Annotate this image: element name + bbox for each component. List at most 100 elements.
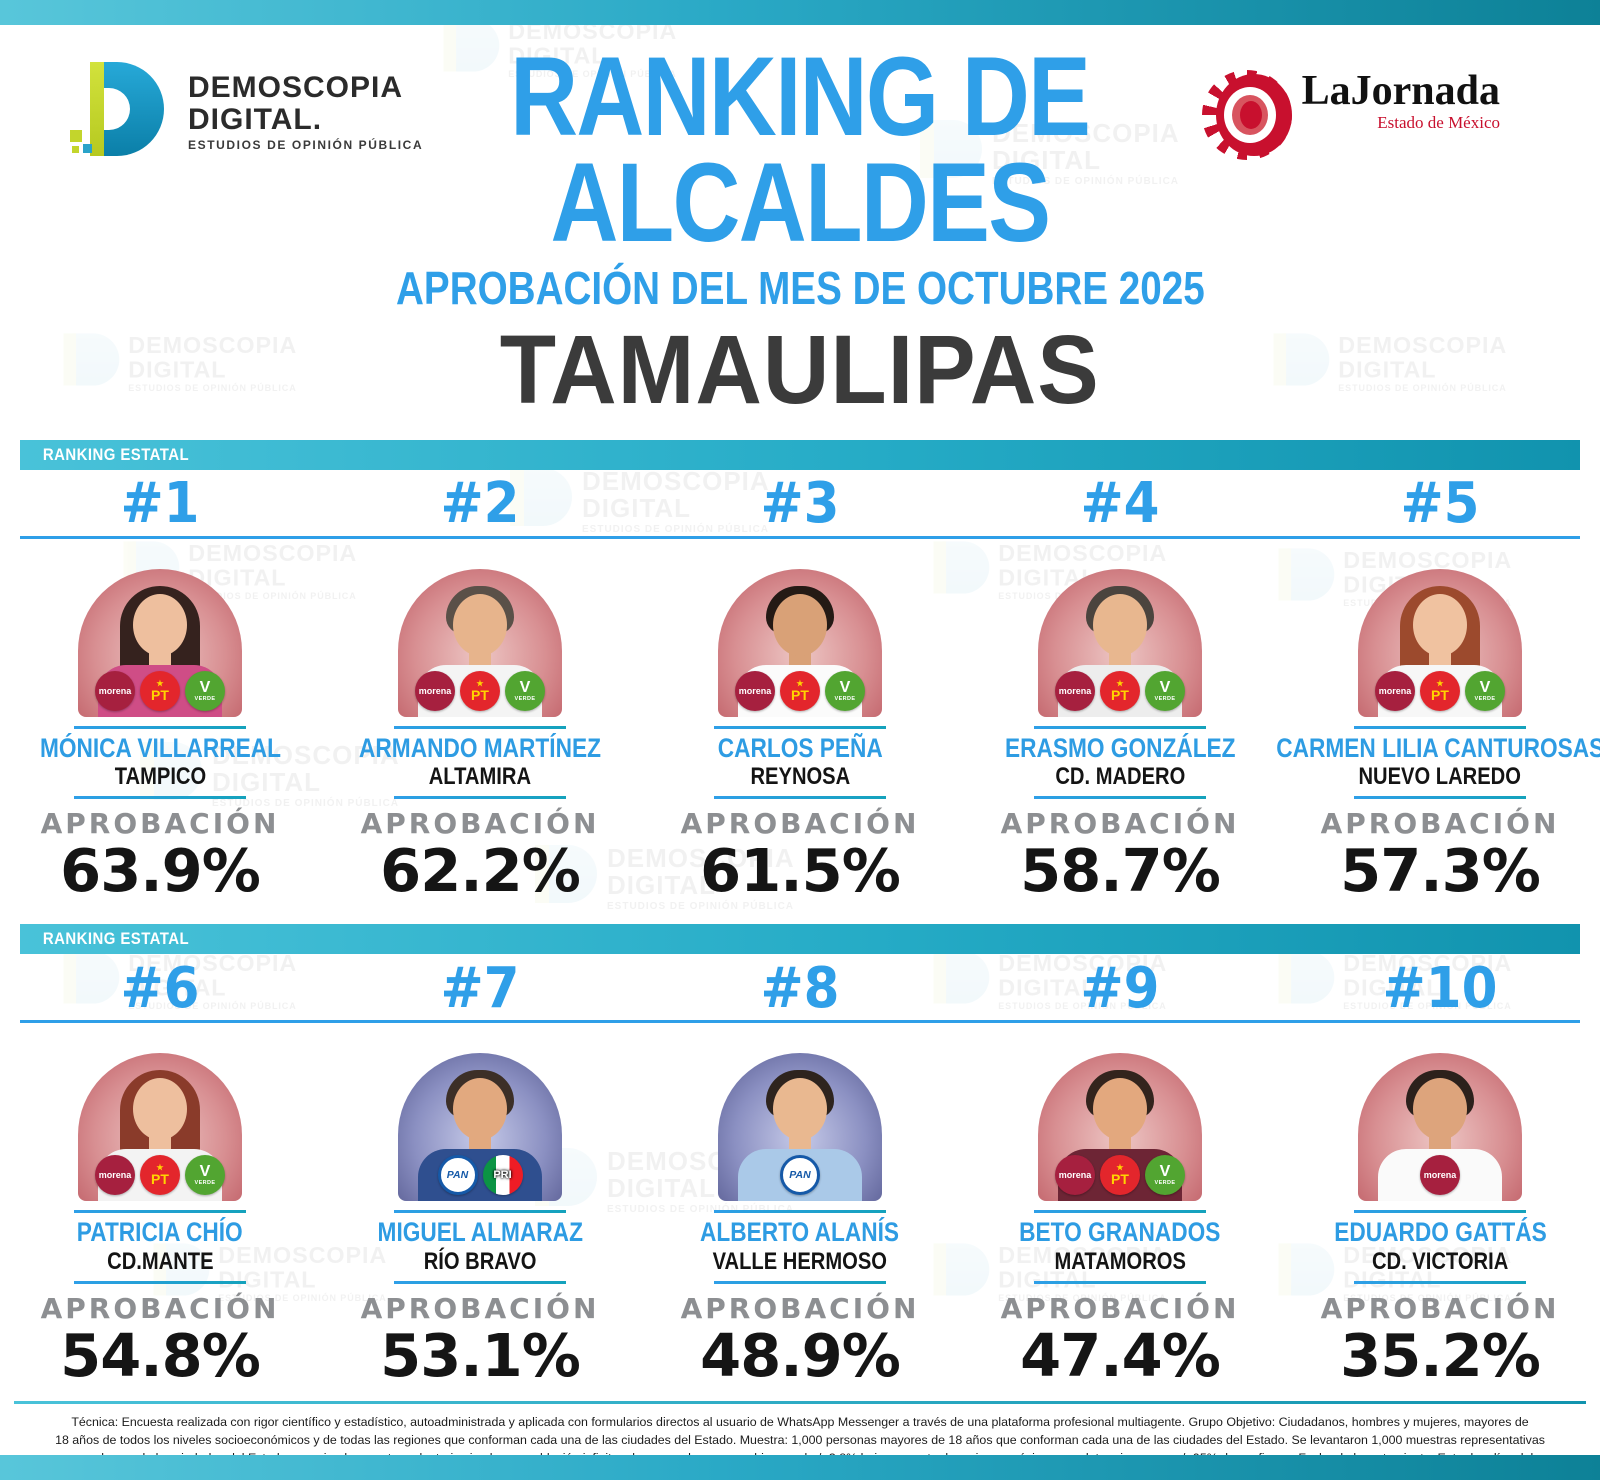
rank-number: #2 <box>440 471 520 537</box>
party-logo-verde: V VERDE <box>505 670 545 711</box>
approval-label: APROBACIÓN <box>1000 1291 1240 1325</box>
party-logos: morena ★ PT V VERDE <box>1038 1155 1202 1196</box>
approval-value: 53.1% <box>380 1320 581 1390</box>
mayor-card: PAN PRI MIGUEL ALMARAZ RÍO BRAVO APROBACI… <box>330 1053 630 1386</box>
approval-value: 61.5% <box>700 836 901 906</box>
city-divider <box>74 796 246 800</box>
mayor-city: MATAMOROS <box>1054 1247 1186 1275</box>
header: DEMOSCOPIA DIGITAL. ESTUDIOS DE OPINIÓN … <box>0 0 1600 418</box>
mayor-name: PATRICIA CHÍO <box>77 1217 243 1248</box>
name-divider <box>394 725 566 729</box>
section-bar: RANKING ESTATAL <box>20 924 1580 955</box>
mayor-card: morena ★ PT V VERDE ERASMO GONZÁLEZ CD. MADE… <box>970 568 1270 902</box>
approval-value: 54.8% <box>60 1320 261 1390</box>
party-logos: morena ★ PT V VERDE <box>1358 670 1522 711</box>
party-logo-verde: V VERDE <box>185 670 225 711</box>
approval-label: APROBACIÓN <box>680 807 920 841</box>
party-logo-pt: ★ PT <box>1100 1155 1140 1196</box>
rank-number: #5 <box>1400 471 1480 537</box>
mayor-name: CARLOS PEÑA <box>717 732 883 763</box>
approval-label: APROBACIÓN <box>680 1291 920 1325</box>
demoscopia-d-icon <box>70 62 174 162</box>
city-divider <box>1354 1280 1526 1284</box>
section-label: RANKING ESTATAL <box>42 929 190 949</box>
ranks-row: #1 #2 #3 #4 #5 <box>0 471 1600 537</box>
approval-label: APROBACIÓN <box>360 807 600 841</box>
mayor-photo: morena ★ PT V VERDE <box>1038 568 1202 717</box>
party-logos: PAN PRI <box>398 1155 562 1196</box>
mayor-card: morena ★ PT V VERDE BETO GRANADOS MATAMOROS … <box>970 1053 1270 1386</box>
name-divider <box>394 1210 566 1214</box>
ranking-row-1: RANKING ESTATAL #1 #2 #3 #4 #5 morena ★ PT V VER… <box>0 439 1600 906</box>
footer-divider <box>14 1400 1586 1404</box>
cards-row: morena ★ PT V VERDE PATRICIA CHÍO CD.MANTE A… <box>0 1053 1600 1386</box>
approval-value: 47.4% <box>1020 1320 1221 1390</box>
cards-row: morena ★ PT V VERDE MÓNICA VILLARREAL TAMPIC… <box>0 568 1600 906</box>
name-divider <box>1034 725 1206 729</box>
lajornada-sun-icon <box>1201 70 1292 160</box>
mayor-name: CARMEN LILIA CANTUROSAS <box>1275 732 1600 763</box>
mayor-city: NUEVO LAREDO <box>1358 763 1522 791</box>
mayor-city: CD. MADERO <box>1055 763 1185 791</box>
party-logo-morena: morena <box>1420 1155 1460 1196</box>
mayor-name: MIGUEL ALMARAZ <box>377 1217 583 1248</box>
party-logo-pt: ★ PT <box>1100 670 1140 711</box>
rank-number: #1 <box>120 471 200 537</box>
mayor-photo: morena ★ PT V VERDE <box>1038 1053 1202 1202</box>
ranking-row-2: RANKING ESTATAL #6 #7 #8 #9 #10 morena ★ PT V VE… <box>0 924 1600 1386</box>
party-logos: morena ★ PT V VERDE <box>398 670 562 711</box>
rank-number: #7 <box>440 955 520 1021</box>
party-logos: morena ★ PT V VERDE <box>78 1155 242 1196</box>
rank-number: #3 <box>760 471 840 537</box>
approval-label: APROBACIÓN <box>1320 1291 1560 1325</box>
mayor-photo: PAN PRI <box>398 1053 562 1202</box>
party-logos: morena ★ PT V VERDE <box>1038 670 1202 711</box>
party-logo-verde: V VERDE <box>1145 1155 1185 1196</box>
city-divider <box>74 1280 246 1284</box>
rank-number: #6 <box>120 955 200 1021</box>
section-bar: RANKING ESTATAL <box>20 439 1580 470</box>
city-divider <box>714 796 886 800</box>
name-divider <box>1034 1210 1206 1214</box>
name-divider <box>1354 725 1526 729</box>
mayor-city: ALTAMIRA <box>428 763 532 791</box>
party-logo-verde: V VERDE <box>825 670 865 711</box>
mayor-card: morena ★ PT V VERDE ARMANDO MARTÍNEZ ALTAMIR… <box>330 568 630 902</box>
party-logo-morena: morena <box>1055 1155 1095 1196</box>
name-divider <box>714 725 886 729</box>
page-subtitle: APROBACIÓN DEL MES DE OCTUBRE 2025 <box>395 261 1205 314</box>
mayor-name: ALBERTO ALANÍS <box>700 1217 900 1248</box>
party-logo-pt: ★ PT <box>140 1155 180 1196</box>
party-logos: morena ★ PT V VERDE <box>78 670 242 711</box>
approval-value: 35.2% <box>1340 1320 1541 1390</box>
city-divider <box>714 1280 886 1284</box>
lajornada-logo: LaJornada Estado de México <box>1201 70 1500 160</box>
mayor-card: PAN ALBERTO ALANÍS VALLE HERMOSO APROBAC… <box>650 1053 950 1386</box>
mayor-name: MÓNICA VILLARREAL <box>39 732 281 763</box>
methodology-line: 18 años de todos los niveles socioeconóm… <box>55 1432 1545 1447</box>
mayor-card: morena ★ PT V VERDE MÓNICA VILLARREAL TAMPIC… <box>10 568 310 902</box>
approval-label: APROBACIÓN <box>1320 807 1560 841</box>
approval-label: APROBACIÓN <box>40 1291 280 1325</box>
ranks-row: #6 #7 #8 #9 #10 <box>0 955 1600 1021</box>
party-logo-verde: V VERDE <box>1145 670 1185 711</box>
name-divider <box>74 725 246 729</box>
section-label: RANKING ESTATAL <box>42 444 190 464</box>
city-divider <box>1354 796 1526 800</box>
party-logo-pan: PAN <box>780 1155 820 1196</box>
methodology-line: Técnica: Encuesta realizada con rigor ci… <box>71 1414 1529 1429</box>
mayor-photo: morena ★ PT V VERDE <box>78 568 242 717</box>
lajornada-edition: Estado de México <box>1377 113 1500 132</box>
mayor-card: morena ★ PT V VERDE PATRICIA CHÍO CD.MANTE A… <box>10 1053 310 1386</box>
mayor-name: BETO GRANADOS <box>1019 1217 1221 1248</box>
mayor-city: VALLE HERMOSO <box>712 1247 888 1275</box>
approval-label: APROBACIÓN <box>360 1291 600 1325</box>
mayor-photo: morena ★ PT V VERDE <box>718 568 882 717</box>
mayor-city: TAMPICO <box>114 763 206 791</box>
mayor-card: morena ★ PT V VERDE CARMEN LILIA CANTUROSAS … <box>1276 568 1600 902</box>
demoscopia-logo: DEMOSCOPIA DIGITAL. ESTUDIOS DE OPINIÓN … <box>70 62 423 162</box>
mayor-name: EDUARDO GATTÁS <box>1333 1217 1547 1248</box>
party-logo-pt: ★ PT <box>780 670 820 711</box>
party-logo-morena: morena <box>415 670 455 711</box>
